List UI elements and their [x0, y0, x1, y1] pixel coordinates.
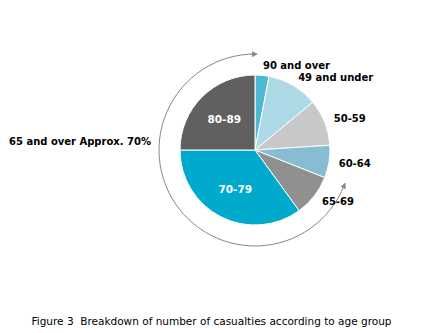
pie: 90 and over49 and under 50-59 60-64 65-69 70…	[159, 54, 373, 246]
slice-label: 90 and over	[263, 60, 330, 71]
slice	[180, 75, 255, 150]
group-bracket	[159, 54, 344, 246]
slice-label: 65-69	[322, 196, 354, 207]
slice-label: 50-59	[334, 113, 366, 124]
annotation: 65 and over Approx. 70%	[9, 136, 151, 147]
slice	[180, 150, 299, 225]
chart: 90 and over49 and under 50-59 60-64 65-69 70…	[0, 0, 423, 333]
slice-label: 49 and under	[298, 72, 373, 83]
slice	[255, 102, 330, 150]
slice-label: 80-89	[207, 113, 241, 125]
slice-label: 60-64	[339, 158, 371, 169]
title: Figure 3 Breakdown of number of casualti…	[32, 315, 392, 327]
slice-label: 70-79	[218, 183, 252, 195]
